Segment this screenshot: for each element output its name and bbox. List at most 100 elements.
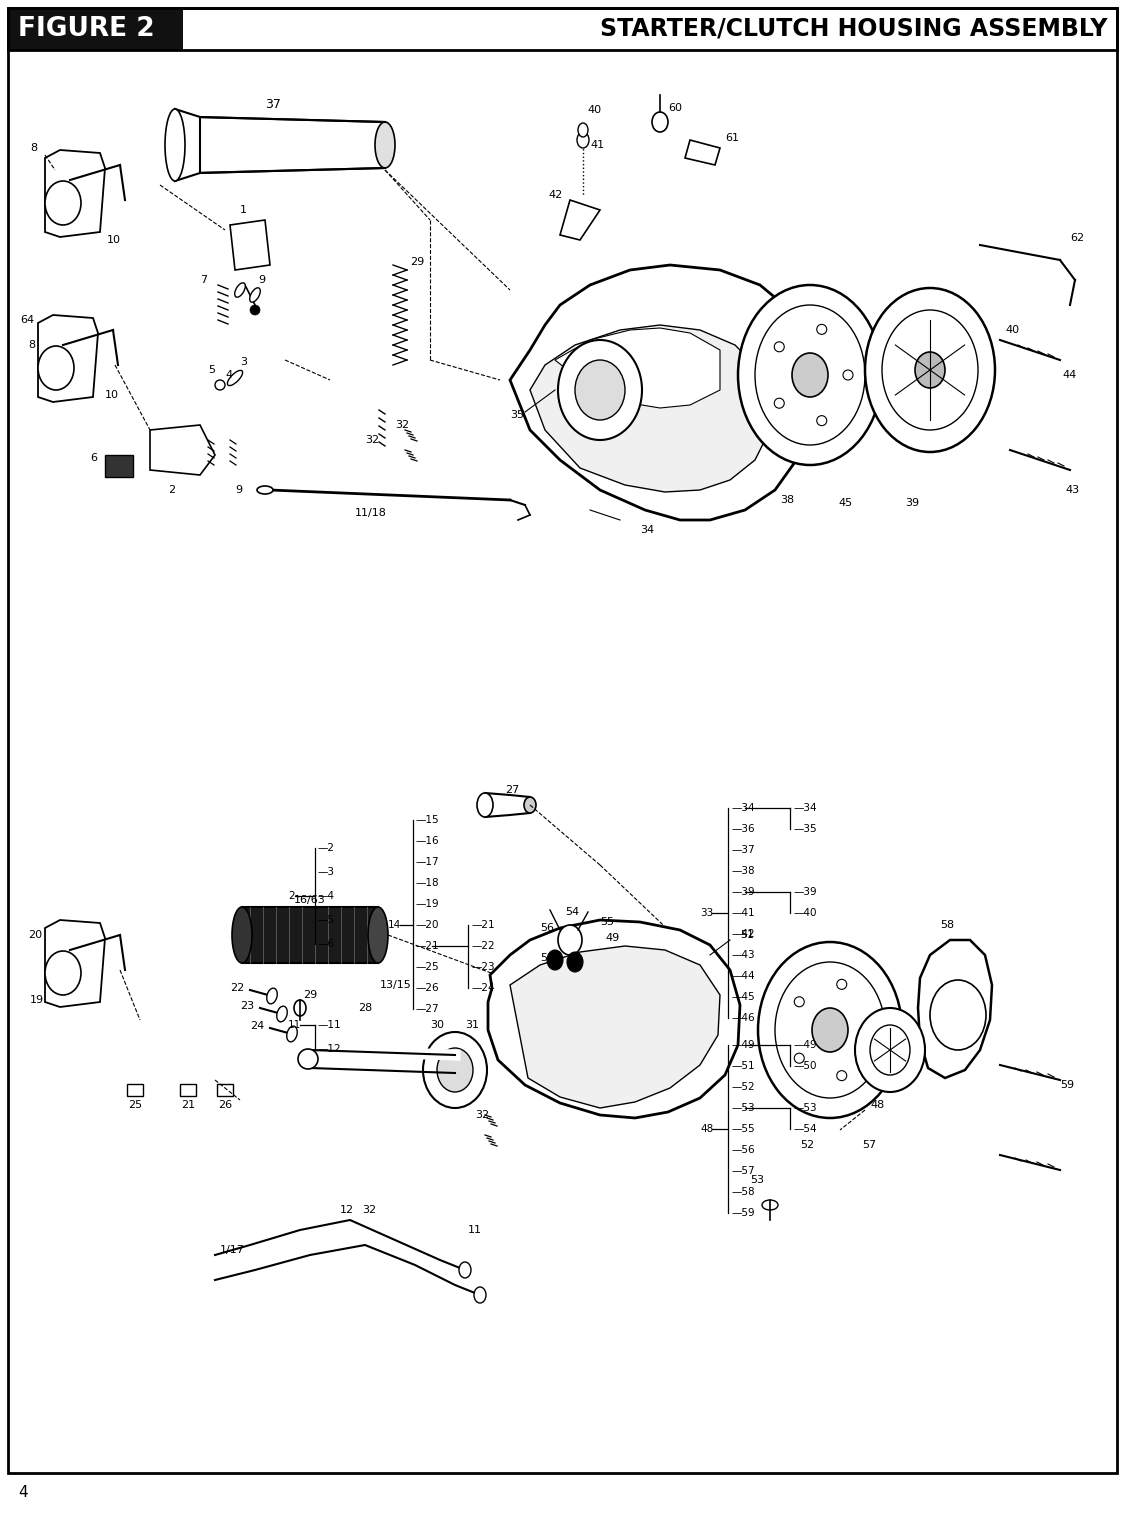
Text: 55: 55: [600, 917, 614, 927]
Ellipse shape: [863, 1024, 873, 1035]
Text: 29: 29: [303, 990, 317, 1000]
Ellipse shape: [843, 369, 853, 380]
Text: 11/18: 11/18: [356, 508, 387, 518]
Text: —50: —50: [793, 1061, 817, 1072]
Text: —58: —58: [731, 1187, 755, 1198]
Ellipse shape: [256, 486, 273, 494]
Text: 16/63: 16/63: [294, 895, 326, 904]
Text: —25: —25: [416, 962, 440, 971]
Text: 9: 9: [235, 485, 242, 496]
Ellipse shape: [436, 1047, 472, 1091]
Polygon shape: [488, 920, 740, 1119]
Text: —42: —42: [731, 929, 755, 939]
Ellipse shape: [794, 1053, 804, 1062]
Bar: [8, 8, 1117, 50]
Text: —39: —39: [793, 888, 817, 897]
Text: —56: —56: [731, 1145, 755, 1155]
Text: —35: —35: [793, 824, 817, 834]
Text: —4: —4: [318, 891, 335, 901]
Text: 28: 28: [358, 1003, 372, 1012]
Text: 50: 50: [540, 953, 554, 964]
Ellipse shape: [865, 287, 994, 451]
Polygon shape: [242, 907, 378, 964]
Text: —34: —34: [793, 803, 817, 813]
Text: STARTER/CLUTCH HOUSING ASSEMBLY: STARTER/CLUTCH HOUSING ASSEMBLY: [600, 17, 1107, 41]
Ellipse shape: [524, 796, 536, 813]
Ellipse shape: [235, 283, 245, 298]
Ellipse shape: [215, 380, 225, 391]
Polygon shape: [510, 945, 720, 1108]
Text: 52: 52: [800, 1140, 814, 1151]
Text: 58: 58: [940, 920, 954, 930]
Bar: [217, 1084, 233, 1096]
Text: 27: 27: [505, 784, 520, 795]
Text: 30: 30: [430, 1020, 444, 1031]
Text: 26: 26: [218, 1100, 232, 1110]
Ellipse shape: [575, 360, 626, 420]
Ellipse shape: [755, 306, 865, 445]
Ellipse shape: [547, 950, 562, 970]
Text: —24: —24: [471, 983, 495, 993]
Text: —26: —26: [416, 983, 440, 993]
Text: 10: 10: [105, 391, 119, 400]
Text: 5: 5: [208, 365, 215, 375]
Text: 41: 41: [590, 140, 604, 150]
Text: 24: 24: [250, 1021, 264, 1031]
Ellipse shape: [652, 112, 668, 132]
Text: 9: 9: [258, 275, 266, 286]
Polygon shape: [530, 325, 775, 492]
Text: 44: 44: [1062, 369, 1077, 380]
Bar: [8, 8, 183, 50]
Text: 6: 6: [90, 453, 97, 464]
Text: FIGURE 2: FIGURE 2: [18, 17, 154, 43]
Text: —51: —51: [731, 1061, 755, 1072]
Ellipse shape: [277, 1006, 287, 1021]
Text: 2: 2: [168, 485, 176, 496]
Text: —27: —27: [416, 1005, 440, 1014]
Text: 2: 2: [288, 891, 295, 901]
Text: —52: —52: [731, 1082, 755, 1091]
Bar: [127, 1084, 143, 1096]
Ellipse shape: [762, 1199, 778, 1210]
Text: —20: —20: [416, 920, 440, 930]
Text: 10: 10: [107, 236, 122, 245]
Text: 32: 32: [362, 1205, 376, 1214]
Ellipse shape: [368, 907, 388, 964]
Ellipse shape: [423, 1032, 487, 1108]
Ellipse shape: [792, 353, 828, 397]
Text: —16: —16: [416, 836, 440, 847]
Ellipse shape: [294, 1000, 306, 1015]
Text: 32: 32: [395, 420, 410, 430]
Text: —11: —11: [318, 1020, 342, 1031]
Text: —59: —59: [731, 1208, 755, 1218]
Ellipse shape: [250, 287, 260, 302]
Text: 49: 49: [605, 933, 619, 942]
Text: —19: —19: [416, 898, 440, 909]
Text: 13/15: 13/15: [380, 980, 412, 990]
Ellipse shape: [812, 1008, 848, 1052]
Text: 4: 4: [18, 1485, 28, 1500]
Text: —22: —22: [471, 941, 495, 952]
Text: 3: 3: [240, 357, 248, 366]
Ellipse shape: [165, 109, 185, 181]
Text: 32: 32: [364, 435, 379, 445]
Text: 21: 21: [181, 1100, 195, 1110]
Ellipse shape: [227, 371, 243, 386]
Ellipse shape: [38, 347, 74, 391]
Ellipse shape: [558, 340, 642, 439]
Text: —21: —21: [471, 920, 495, 930]
Text: —40: —40: [793, 907, 817, 918]
Ellipse shape: [817, 415, 827, 426]
Text: —41: —41: [731, 907, 755, 918]
Bar: [105, 454, 133, 477]
Text: 51: 51: [740, 930, 754, 939]
Ellipse shape: [930, 980, 986, 1050]
Text: —21: —21: [416, 941, 440, 952]
Polygon shape: [485, 793, 530, 818]
Text: 11: 11: [468, 1225, 482, 1234]
Text: 59: 59: [1060, 1081, 1074, 1090]
Text: —54: —54: [793, 1123, 817, 1134]
Text: 37: 37: [266, 99, 281, 111]
Polygon shape: [150, 426, 215, 474]
Text: —36: —36: [731, 824, 755, 834]
